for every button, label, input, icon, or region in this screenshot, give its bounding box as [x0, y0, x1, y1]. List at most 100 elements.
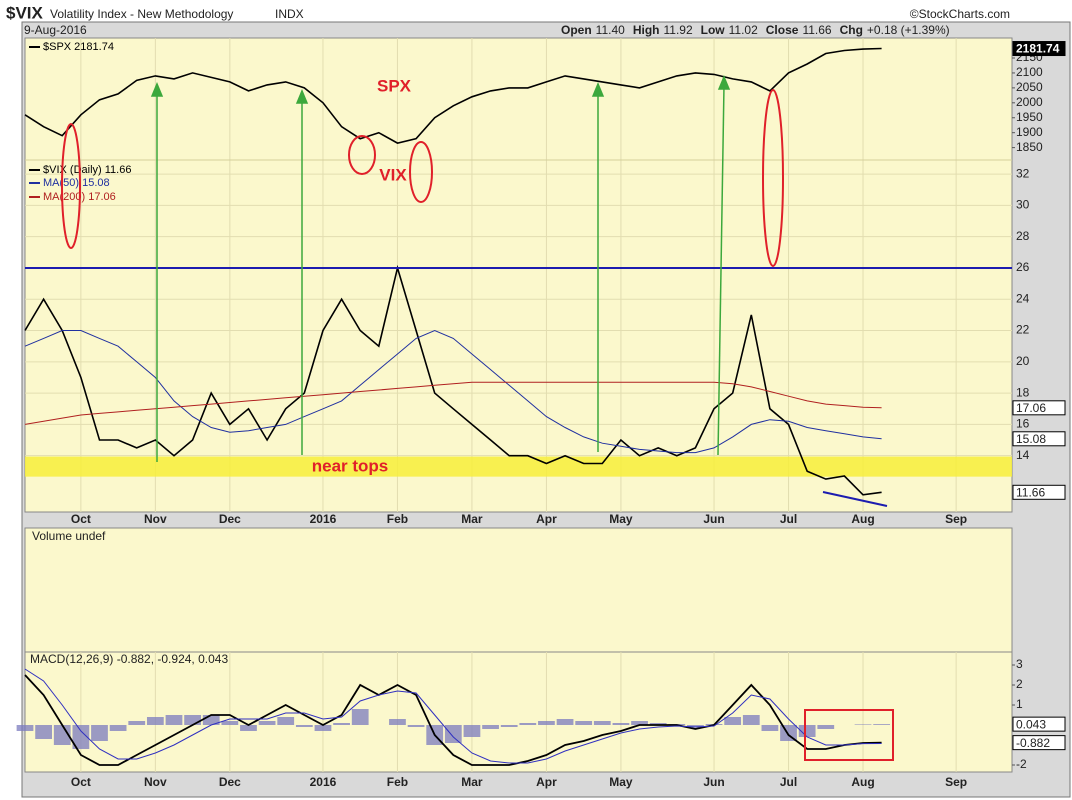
x-tick-label: 2016: [310, 775, 337, 789]
last-value-label: 0.043: [1016, 717, 1046, 731]
x-tick-label: Jun: [703, 775, 724, 789]
histogram-bar: [91, 725, 108, 741]
last-value-box: [1012, 484, 1066, 500]
legend-label: $SPX 2181.74: [43, 41, 114, 53]
y-tick-label: 2: [1016, 677, 1023, 691]
highlight-box: [804, 709, 894, 761]
histogram-bar: [724, 717, 742, 725]
quote-label: Close: [766, 23, 799, 37]
quote-label: Low: [701, 23, 726, 37]
histogram-bar: [240, 725, 257, 731]
plot: Oct Nov Dec 2016 Feb Mar Apr May Jun Jul Aug Sep141…: [16, 38, 1066, 789]
histogram-bar: [687, 725, 704, 727]
histogram-bar: [389, 719, 406, 725]
x-tick-label: Mar: [461, 775, 483, 789]
y-tick-label: 24: [1016, 291, 1030, 305]
last-value-label: 11.66: [1016, 485, 1045, 499]
x-tick-label: Aug: [851, 512, 874, 526]
quote: Open 11.40 High 11.92 Low 11.02 Close 11.66 Chg +…: [561, 23, 950, 37]
arrow-head: [150, 82, 164, 97]
histogram-bar: [333, 723, 350, 725]
last-value-box: [1012, 716, 1066, 732]
arrow-head: [591, 82, 605, 97]
histogram-bar: [146, 717, 164, 725]
x-tick-label: 2016: [310, 512, 337, 526]
x-tick-label: Sep: [945, 512, 967, 526]
highlight-ellipse: [409, 141, 433, 203]
x-tick-label: Sep: [945, 775, 967, 789]
series-line: [24, 674, 882, 766]
annotation: VIX: [379, 165, 407, 184]
x-tick-label: Feb: [387, 775, 408, 789]
histogram-bar: [817, 725, 835, 729]
histogram-bar: [519, 723, 537, 725]
arrow: [717, 84, 725, 456]
histogram-bar: [295, 725, 313, 727]
histogram-bar: [165, 715, 183, 725]
series-line: [24, 329, 882, 454]
y2-tick-label: 2050: [1016, 80, 1043, 94]
symbol: $VIX: [6, 3, 44, 22]
histogram-bar: [351, 709, 369, 725]
x-tick-label: Jul: [780, 512, 797, 526]
series-line: [24, 668, 882, 764]
histogram-bar: [649, 723, 667, 725]
histogram-bar: [593, 721, 611, 725]
x-tick-label: Jul: [780, 775, 797, 789]
arrow-head: [295, 89, 309, 104]
last-value-box: [1012, 431, 1066, 447]
histogram-bar: [258, 721, 276, 725]
x-tick-label: Aug: [851, 775, 874, 789]
y-tick-label: 22: [1016, 323, 1030, 337]
histogram-bar: [53, 725, 71, 745]
histogram-bar: [35, 725, 53, 739]
highlight-ellipse: [61, 123, 81, 249]
x-tick-label: Nov: [144, 775, 167, 789]
x-tick-label: Feb: [387, 512, 408, 526]
histogram-bar: [575, 721, 593, 725]
last-value-label: 2181.74: [1016, 42, 1060, 56]
histogram-bar: [873, 724, 891, 725]
highlight-ellipse: [348, 135, 376, 175]
x-tick-label: Oct: [71, 512, 91, 526]
histogram-bar: [612, 723, 630, 725]
x-tick-label: May: [609, 775, 633, 789]
histogram-bar: [109, 725, 127, 731]
source: ©StockCharts.com: [910, 7, 1010, 21]
last-value-box: [1012, 400, 1066, 416]
x-tick-label: Dec: [219, 512, 241, 526]
highlight-band: [25, 456, 1012, 477]
y-tick-label: -2: [1016, 757, 1027, 771]
highlight-ellipse: [762, 89, 784, 267]
y-tick-label: 28: [1016, 229, 1030, 243]
series-line: [24, 381, 882, 425]
x-tick-label: Apr: [536, 775, 557, 789]
legend-label: MA(50) 15.08: [43, 177, 110, 189]
arrow-head: [717, 75, 731, 90]
panel-title: Volume undef: [32, 529, 106, 543]
histogram-bar: [798, 725, 816, 737]
x-tick-label: Jun: [703, 512, 724, 526]
last-value-label: 15.08: [1016, 432, 1046, 446]
arrows: [150, 75, 731, 462]
y2-tick-label: 1950: [1016, 110, 1043, 124]
histogram-bar: [631, 721, 648, 725]
histogram-bar: [277, 717, 295, 725]
last-value-label: -0.882: [1016, 736, 1050, 750]
y-tick-label: 20: [1016, 354, 1030, 368]
y-tick-label: 32: [1016, 166, 1030, 180]
last-value-box: [1012, 41, 1066, 57]
panel-title: MACD(12,26,9) -0.882, -0.924, 0.043: [30, 652, 228, 666]
histogram-bar: [742, 715, 760, 725]
histogram-bar: [854, 724, 872, 725]
quote-label: Chg: [840, 23, 863, 37]
x-tick-label: May: [609, 512, 633, 526]
index-name: Volatility Index - New Methodology: [50, 7, 233, 21]
annotation: SPX: [377, 76, 412, 95]
quote-label: High: [633, 23, 660, 37]
histogram-bar: [444, 725, 462, 743]
exchange: INDX: [275, 7, 304, 21]
histogram-bar: [538, 721, 555, 725]
y2-tick-label: 1850: [1016, 140, 1043, 154]
